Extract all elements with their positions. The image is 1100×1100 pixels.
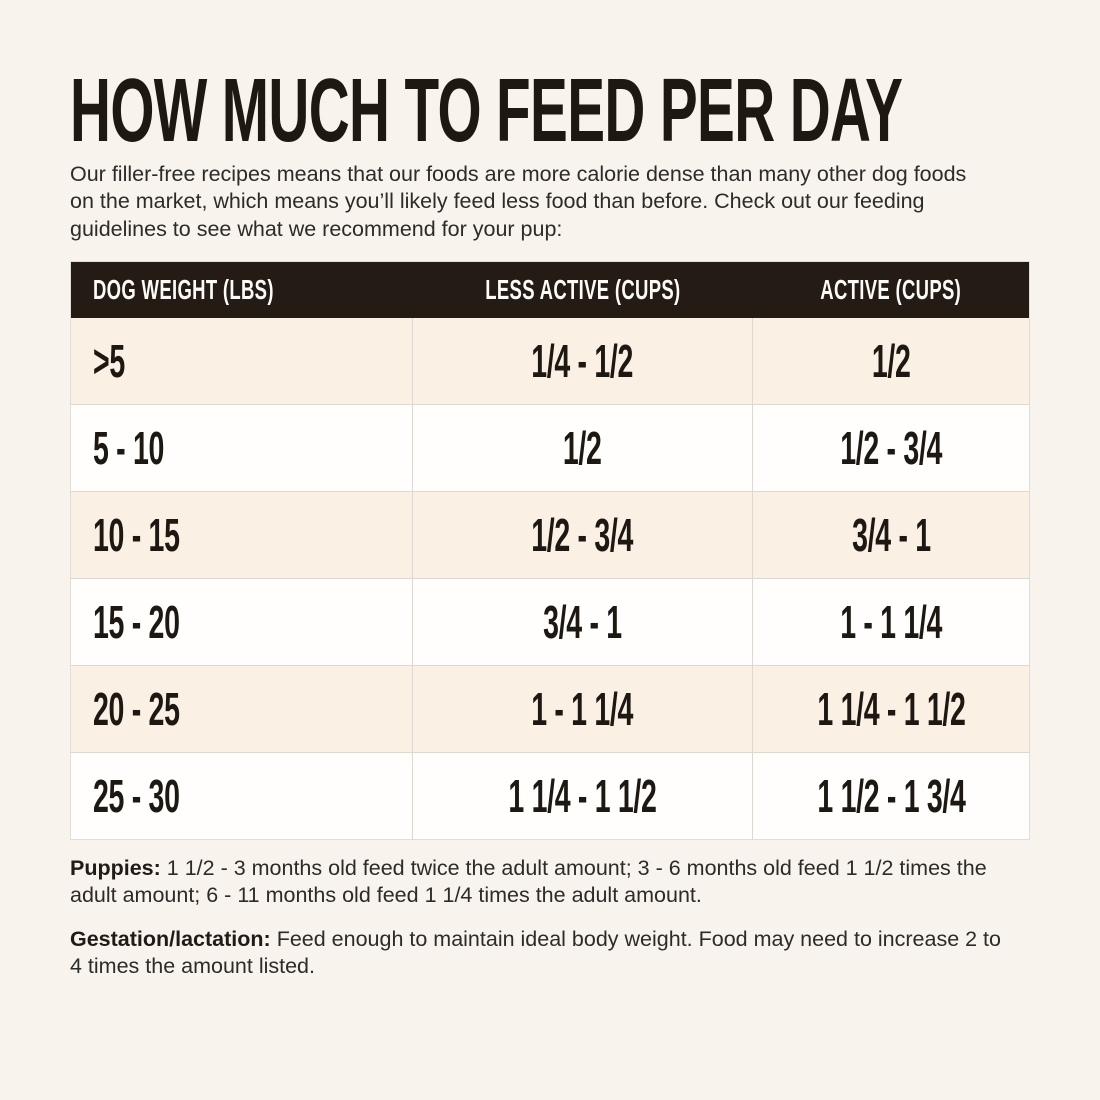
note-gestation-text: Feed enough to maintain ideal body weigh… — [70, 926, 1001, 979]
cell-active-value: 3/4 - 1 — [851, 508, 931, 561]
cell-less-active: 1 - 1 1/4 — [411, 664, 753, 753]
note-gestation: Gestation/lactation: Feed enough to main… — [70, 926, 1005, 981]
cell-less-active: 1/2 — [411, 403, 753, 492]
cell-dog-weight-value: 15 - 20 — [93, 595, 180, 648]
footnotes: Puppies: 1 1/2 - 3 months old feed twice… — [70, 855, 1030, 981]
cell-less-active-value: 1 1/4 - 1 1/2 — [508, 769, 657, 822]
table-row: 5 - 10 1/2 1/2 - 3/4 — [70, 403, 1030, 492]
col-header-less-active-label: LESS ACTIVE (CUPS) — [484, 273, 681, 305]
cell-active: 1/2 - 3/4 — [752, 403, 1030, 492]
cell-dog-weight-value: 25 - 30 — [93, 769, 180, 822]
cell-active-value: 1 - 1 1/4 — [840, 595, 943, 648]
cell-active: 1 - 1 1/4 — [752, 577, 1030, 666]
note-puppies-text: 1 1/2 - 3 months old feed twice the adul… — [70, 855, 987, 908]
page-title-text: HOW MUCH TO FEED PER DAY — [70, 61, 903, 161]
cell-active-value: 1/2 - 3/4 — [840, 421, 943, 474]
cell-active-value: 1 1/2 - 1 3/4 — [817, 769, 966, 822]
cell-less-active-value: 1 - 1 1/4 — [531, 682, 634, 735]
table-row: >5 1/4 - 1/2 1/2 — [70, 317, 1030, 405]
cell-active-value: 1 1/4 - 1 1/2 — [817, 682, 966, 735]
cell-dog-weight-value: 20 - 25 — [93, 682, 180, 735]
table-row: 25 - 30 1 1/4 - 1 1/2 1 1/2 - 1 3/4 — [70, 751, 1030, 840]
cell-active-value: 1/2 — [871, 334, 911, 387]
cell-dog-weight-value: 5 - 10 — [93, 421, 165, 474]
col-header-dog-weight-label: DOG WEIGHT (LBS) — [93, 273, 274, 305]
cell-dog-weight-value: 10 - 15 — [93, 508, 180, 561]
note-puppies-label: Puppies: — [70, 855, 161, 880]
cell-active: 3/4 - 1 — [752, 490, 1030, 579]
cell-active: 1 1/2 - 1 3/4 — [752, 751, 1030, 840]
feeding-guide-page: HOW MUCH TO FEED PER DAY Our filler-free… — [70, 64, 1030, 981]
col-header-less-active: LESS ACTIVE (CUPS) — [412, 261, 753, 318]
feeding-table: DOG WEIGHT (LBS) LESS ACTIVE (CUPS) ACTI… — [70, 260, 1030, 840]
table-row: 10 - 15 1/2 - 3/4 3/4 - 1 — [70, 490, 1030, 579]
cell-dog-weight: 15 - 20 — [70, 577, 413, 666]
cell-dog-weight: 5 - 10 — [70, 403, 413, 492]
col-header-active-label: ACTIVE (CUPS) — [820, 273, 962, 305]
feeding-table-header: DOG WEIGHT (LBS) LESS ACTIVE (CUPS) ACTI… — [70, 261, 1030, 318]
cell-less-active-value: 1/2 — [563, 421, 602, 474]
cell-less-active: 1 1/4 - 1 1/2 — [411, 751, 753, 840]
col-header-dog-weight: DOG WEIGHT (LBS) — [70, 261, 413, 318]
table-row: 20 - 25 1 - 1 1/4 1 1/4 - 1 1/2 — [70, 664, 1030, 753]
note-gestation-label: Gestation/lactation: — [70, 926, 271, 951]
cell-dog-weight: 25 - 30 — [70, 751, 413, 840]
cell-dog-weight: 10 - 15 — [70, 490, 413, 579]
intro-paragraph: Our filler-free recipes means that our f… — [70, 161, 967, 241]
cell-dog-weight-value: >5 — [93, 334, 125, 387]
cell-less-active-value: 1/2 - 3/4 — [531, 508, 634, 561]
cell-active: 1/2 — [752, 317, 1030, 405]
page-title: HOW MUCH TO FEED PER DAY — [70, 64, 1030, 159]
cell-dog-weight: >5 — [70, 317, 413, 405]
cell-less-active: 3/4 - 1 — [411, 577, 753, 666]
header-row: DOG WEIGHT (LBS) LESS ACTIVE (CUPS) ACTI… — [70, 261, 1030, 318]
feeding-table-body: >5 1/4 - 1/2 1/2 5 - 10 1/2 1/2 - 3/4 10 - 15 1… — [70, 317, 1030, 840]
table-row: 15 - 20 3/4 - 1 1 - 1 1/4 — [70, 577, 1030, 666]
cell-less-active-value: 1/4 - 1/2 — [531, 334, 634, 387]
note-puppies: Puppies: 1 1/2 - 3 months old feed twice… — [70, 855, 1005, 910]
cell-active: 1 1/4 - 1 1/2 — [752, 664, 1030, 753]
cell-less-active-value: 3/4 - 1 — [543, 595, 622, 648]
cell-less-active: 1/4 - 1/2 — [411, 317, 753, 405]
cell-less-active: 1/2 - 3/4 — [411, 490, 753, 579]
cell-dog-weight: 20 - 25 — [70, 664, 413, 753]
col-header-active: ACTIVE (CUPS) — [752, 261, 1030, 318]
